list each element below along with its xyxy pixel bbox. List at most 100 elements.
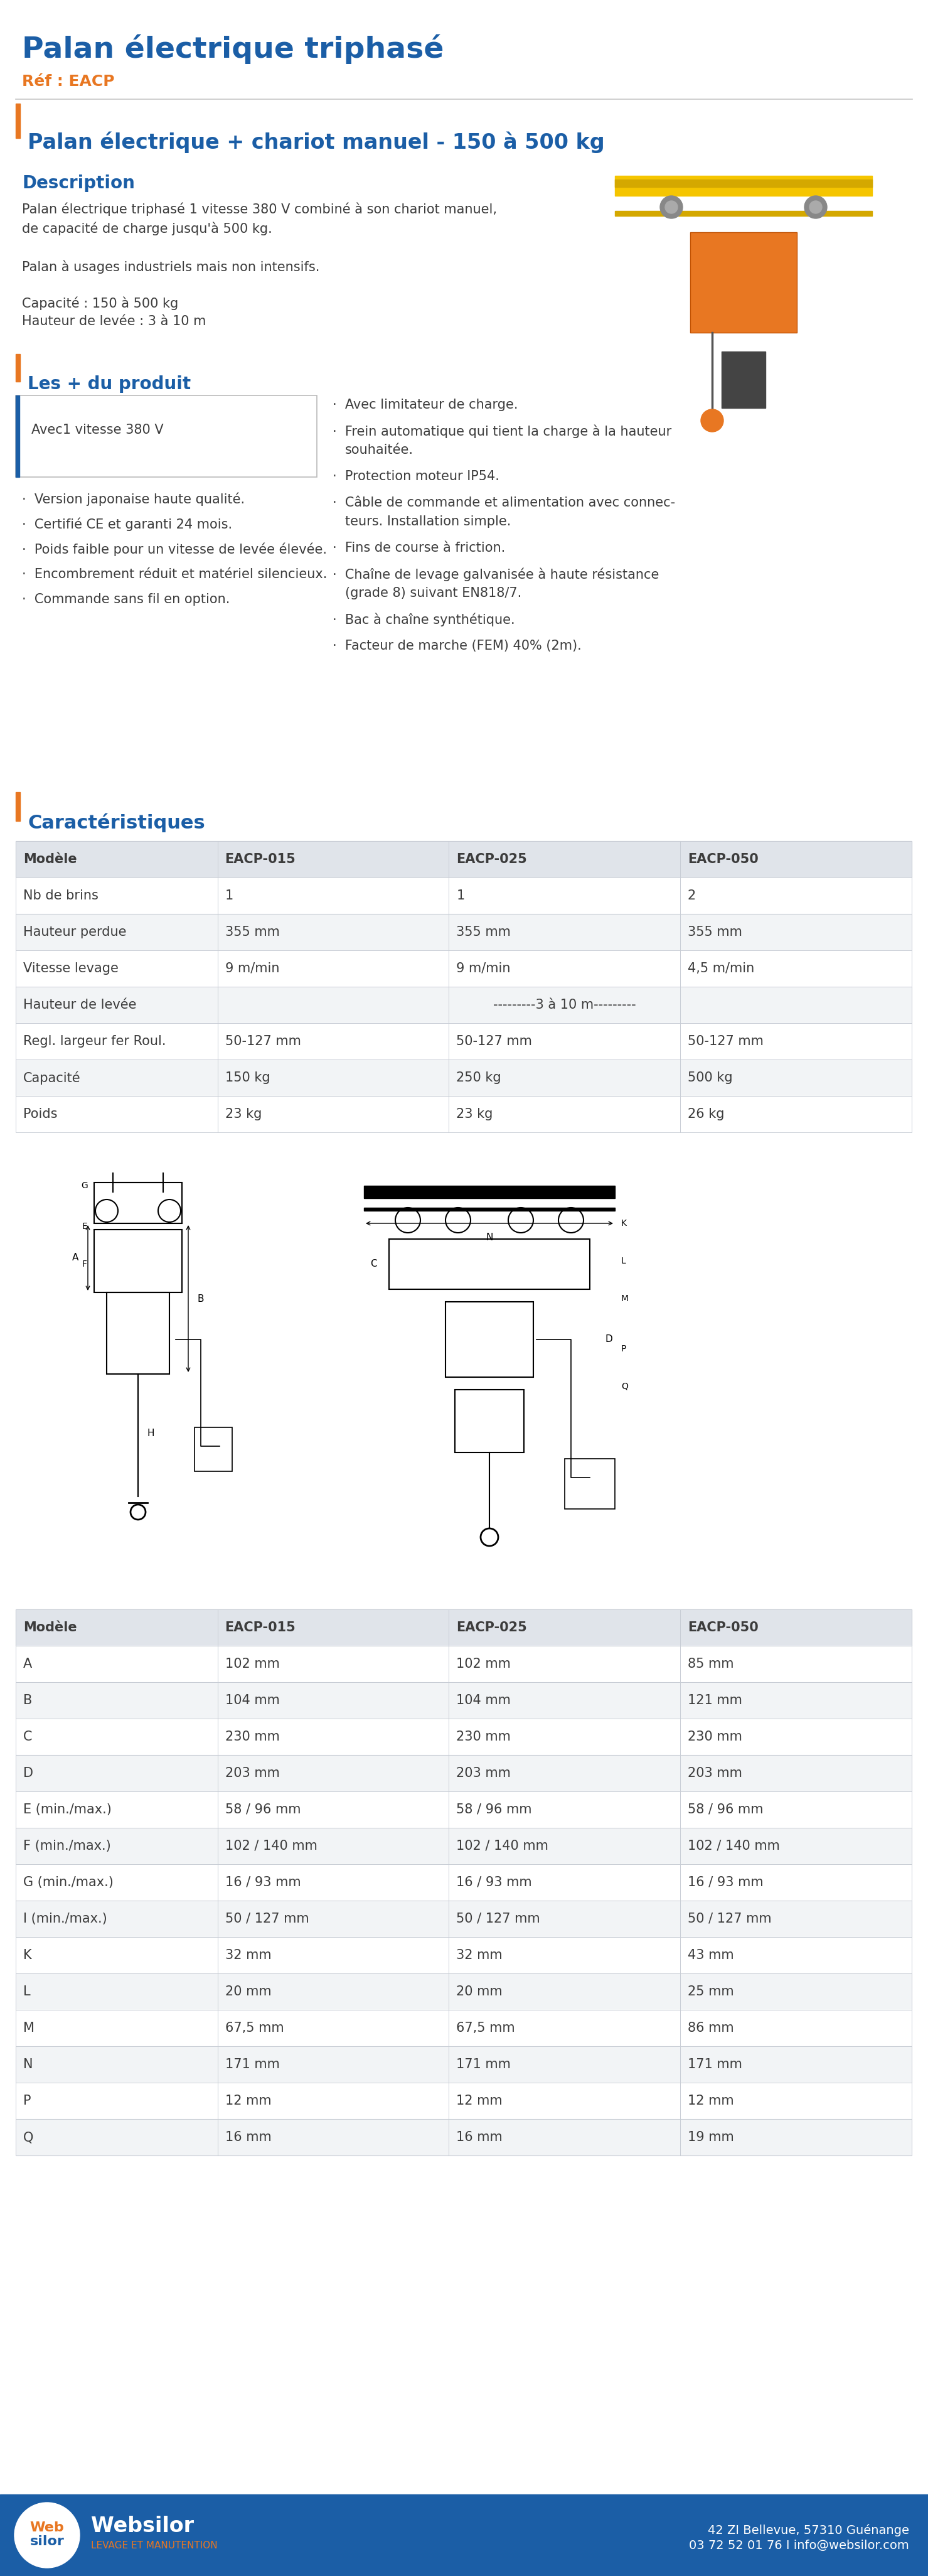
Bar bbox=[449, 1646, 680, 1682]
Bar bbox=[16, 1973, 217, 2009]
Bar bbox=[449, 878, 680, 914]
Text: M: M bbox=[23, 2022, 34, 2035]
Bar bbox=[615, 211, 872, 216]
Text: 355 mm: 355 mm bbox=[457, 925, 510, 938]
Text: 230 mm: 230 mm bbox=[225, 1731, 279, 1744]
Bar bbox=[615, 175, 872, 196]
Bar bbox=[680, 1023, 911, 1059]
Circle shape bbox=[15, 2501, 80, 2568]
Text: ·  Frein automatique qui tient la charge à la hauteur: · Frein automatique qui tient la charge … bbox=[332, 425, 672, 438]
Bar bbox=[680, 1059, 911, 1095]
Bar bbox=[680, 914, 911, 951]
Bar bbox=[16, 2081, 217, 2120]
Text: A: A bbox=[23, 1659, 32, 1669]
Bar bbox=[16, 1829, 217, 1865]
Bar bbox=[16, 1059, 217, 1095]
Text: 58 / 96 mm: 58 / 96 mm bbox=[457, 1803, 532, 1816]
Bar bbox=[217, 2045, 449, 2081]
Bar bbox=[449, 951, 680, 987]
Bar bbox=[217, 914, 449, 951]
Bar bbox=[217, 1973, 449, 2009]
Text: 4,5 m/min: 4,5 m/min bbox=[688, 963, 754, 974]
Bar bbox=[217, 1023, 449, 1059]
Text: 2: 2 bbox=[688, 889, 696, 902]
Bar bbox=[195, 1427, 232, 1471]
Bar bbox=[680, 1095, 911, 1133]
Text: 20 mm: 20 mm bbox=[457, 1986, 502, 1999]
Text: Description: Description bbox=[22, 175, 135, 193]
Text: 12 mm: 12 mm bbox=[225, 2094, 271, 2107]
Text: A: A bbox=[72, 1252, 79, 1262]
Bar bbox=[16, 842, 217, 878]
Text: Vitesse levage: Vitesse levage bbox=[23, 963, 119, 974]
Text: 25 mm: 25 mm bbox=[688, 1986, 734, 1999]
Text: 171 mm: 171 mm bbox=[225, 2058, 279, 2071]
Bar bbox=[217, 1095, 449, 1133]
Text: C: C bbox=[370, 1260, 377, 1270]
Text: 42 ZI Bellevue, 57310 Guénange: 42 ZI Bellevue, 57310 Guénange bbox=[708, 2524, 909, 2537]
Bar bbox=[449, 914, 680, 951]
Text: (grade 8) suivant EN818/7.: (grade 8) suivant EN818/7. bbox=[345, 587, 522, 600]
Bar bbox=[449, 1829, 680, 1865]
Text: 171 mm: 171 mm bbox=[688, 2058, 742, 2071]
Text: 03 72 52 01 76 I info@websilor.com: 03 72 52 01 76 I info@websilor.com bbox=[690, 2540, 909, 2550]
Bar bbox=[217, 2045, 449, 2081]
Text: 203 mm: 203 mm bbox=[457, 1767, 510, 1780]
Bar bbox=[217, 1901, 449, 1937]
Bar bbox=[364, 1185, 615, 1190]
Bar bbox=[217, 1973, 449, 2009]
Bar bbox=[449, 987, 680, 1023]
Text: 20 mm: 20 mm bbox=[225, 1986, 271, 1999]
Text: 104 mm: 104 mm bbox=[225, 1695, 279, 1708]
Text: 102 / 140 mm: 102 / 140 mm bbox=[225, 1839, 317, 1852]
Bar bbox=[680, 2081, 911, 2120]
Text: Nb de brins: Nb de brins bbox=[23, 889, 98, 902]
Text: 121 mm: 121 mm bbox=[688, 1695, 742, 1708]
Bar bbox=[449, 2120, 680, 2156]
Bar bbox=[680, 1610, 911, 1646]
Bar bbox=[449, 1937, 680, 1973]
Bar bbox=[680, 842, 911, 878]
Text: Q: Q bbox=[23, 2130, 33, 2143]
Bar bbox=[449, 1973, 680, 2009]
Bar bbox=[107, 1293, 170, 1373]
Text: N: N bbox=[486, 1234, 493, 1242]
Bar bbox=[16, 2009, 217, 2045]
Bar bbox=[16, 842, 217, 878]
Bar bbox=[449, 2120, 680, 2156]
Text: 26 kg: 26 kg bbox=[688, 1108, 725, 1121]
Bar bbox=[94, 1229, 182, 1293]
Bar bbox=[217, 951, 449, 987]
Text: Websilor: Websilor bbox=[91, 2517, 194, 2537]
Bar bbox=[364, 1190, 615, 1198]
Bar bbox=[16, 1865, 217, 1901]
Text: 250 kg: 250 kg bbox=[457, 1072, 501, 1084]
Bar bbox=[445, 1301, 534, 1378]
Text: Hauteur de levée: Hauteur de levée bbox=[23, 999, 136, 1012]
Bar bbox=[16, 353, 20, 381]
Bar bbox=[449, 951, 680, 987]
Bar bbox=[455, 1388, 524, 1453]
Bar bbox=[217, 1646, 449, 1682]
Bar bbox=[389, 1239, 590, 1288]
Bar bbox=[449, 1829, 680, 1865]
Bar bbox=[16, 1059, 217, 1095]
Bar bbox=[449, 1901, 680, 1937]
Text: 50 / 127 mm: 50 / 127 mm bbox=[457, 1911, 540, 1924]
Bar bbox=[680, 1718, 911, 1754]
Bar bbox=[680, 914, 911, 951]
Bar bbox=[680, 1610, 911, 1646]
Text: Capacité: Capacité bbox=[23, 1072, 81, 1084]
Bar bbox=[16, 1095, 217, 1133]
Text: 230 mm: 230 mm bbox=[457, 1731, 510, 1744]
Bar bbox=[217, 1610, 449, 1646]
Bar bbox=[16, 987, 217, 1023]
Text: 23 kg: 23 kg bbox=[225, 1108, 262, 1121]
Text: I (min./max.): I (min./max.) bbox=[23, 1911, 107, 1924]
Text: D: D bbox=[23, 1767, 33, 1780]
Bar bbox=[217, 1829, 449, 1865]
Bar bbox=[680, 1682, 911, 1718]
Bar bbox=[680, 2120, 911, 2156]
Bar bbox=[449, 1095, 680, 1133]
Text: 102 mm: 102 mm bbox=[225, 1659, 279, 1669]
